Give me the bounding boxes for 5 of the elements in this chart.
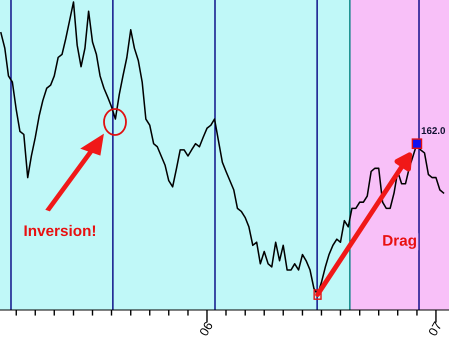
annotation: Inversion! (24, 224, 96, 236)
annotation: Drag (383, 235, 416, 249)
x-tick-label: 07 (428, 321, 442, 337)
annotation: 162.0 (422, 127, 446, 134)
x-tick-label: 06 (198, 321, 214, 337)
